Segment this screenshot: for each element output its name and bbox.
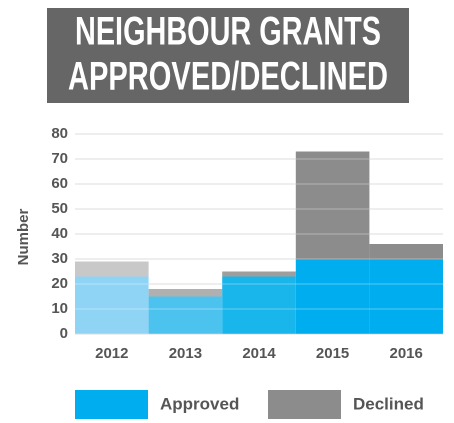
- legend-swatch: [268, 390, 341, 419]
- x-tick-label: 2015: [316, 345, 349, 362]
- legend-label: Approved: [160, 394, 239, 413]
- y-tick-label: 50: [51, 200, 68, 217]
- bar-segment: [222, 276, 296, 334]
- y-tick-label: 20: [51, 275, 68, 292]
- legend-label: Declined: [353, 394, 424, 413]
- chart-title: APPROVED/DECLINED: [68, 55, 388, 99]
- bar-segment: [75, 276, 149, 334]
- x-tick-label: 2013: [169, 345, 202, 362]
- bar-segment: [369, 244, 443, 259]
- y-tick-label: 30: [51, 250, 68, 267]
- chart-title: NEIGHBOUR GRANTS: [75, 10, 381, 54]
- bar-segment: [75, 261, 149, 277]
- bar-segment: [295, 151, 370, 259]
- y-axis-label: Number: [15, 209, 32, 266]
- legend-swatch: [75, 390, 148, 419]
- y-tick-label: 40: [51, 225, 68, 242]
- bar-segment: [222, 271, 296, 277]
- x-tick-label: 2016: [390, 345, 423, 362]
- y-tick-label: 60: [51, 175, 68, 192]
- bar-segment: [369, 259, 443, 334]
- y-tick-label: 10: [51, 300, 68, 317]
- bar-segment: [148, 296, 223, 334]
- x-tick-label: 2012: [95, 345, 128, 362]
- y-tick-label: 70: [51, 150, 68, 167]
- bar-segment: [148, 289, 223, 297]
- bar-segment: [295, 259, 370, 334]
- y-tick-label: 0: [60, 325, 68, 342]
- title-banner: [47, 8, 409, 103]
- y-tick-label: 80: [51, 125, 68, 142]
- x-tick-label: 2014: [242, 345, 276, 362]
